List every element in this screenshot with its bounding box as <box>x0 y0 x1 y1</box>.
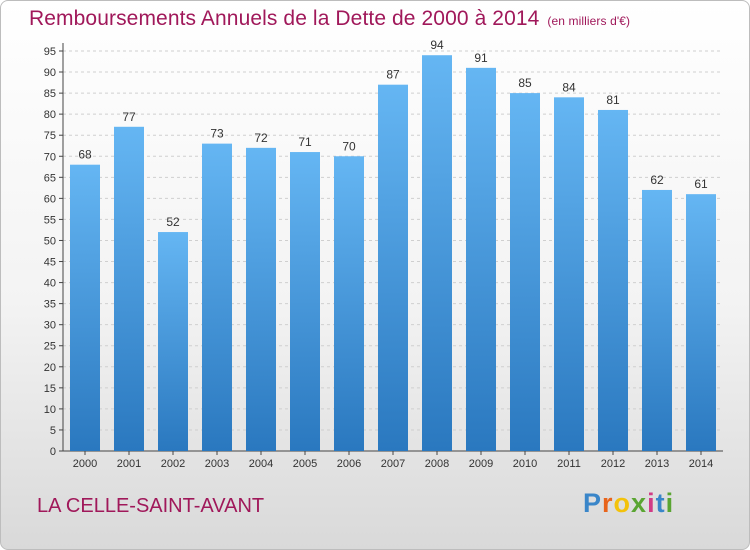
x-tick-label-2014: 2014 <box>689 458 713 470</box>
x-tick-label-2008: 2008 <box>425 458 449 470</box>
y-tick-label: 75 <box>44 130 56 142</box>
y-tick-label: 40 <box>44 278 56 290</box>
data-label-2001: 77 <box>122 110 136 124</box>
y-tick-label: 15 <box>44 383 56 395</box>
data-labels: 68 77 52 73 72 71 70 87 94 91 85 84 81 62 61 <box>78 38 708 229</box>
y-tick-label: 95 <box>44 46 56 58</box>
chart-subtitle: (en milliers d'€) <box>547 14 631 28</box>
x-tick-label-2001: 2001 <box>117 458 141 470</box>
bar-2008 <box>422 55 452 452</box>
y-tick-label: 25 <box>44 341 56 353</box>
y-tick-label: 30 <box>44 320 56 332</box>
x-tick-label-2000: 2000 <box>73 458 97 470</box>
y-axis: 0 5 10 15 20 25 30 35 40 45 50 55 60 65 70 75 80 85 90 95 <box>44 43 64 458</box>
chart-title: Remboursements Annuels de la Dette de 20… <box>29 7 630 31</box>
x-tick-label-2002: 2002 <box>161 458 185 470</box>
y-tick-label: 65 <box>44 172 56 184</box>
bars <box>70 55 716 452</box>
y-tick-label: 60 <box>44 193 56 205</box>
data-label-2003: 73 <box>210 127 224 141</box>
data-label-2011: 84 <box>562 80 576 94</box>
bar-2007 <box>378 84 408 452</box>
bar-2002 <box>158 232 188 451</box>
data-label-2000: 68 <box>78 148 92 162</box>
data-label-2008: 94 <box>430 38 444 52</box>
place-name: LA CELLE-SAINT-AVANT <box>37 495 265 517</box>
y-tick-label: 0 <box>50 446 56 458</box>
chart-title-text: Remboursements Annuels de la Dette de 20… <box>29 7 540 30</box>
bar-2004 <box>246 147 276 451</box>
x-tick-label-2005: 2005 <box>293 458 317 470</box>
bar-2000 <box>70 164 100 451</box>
y-tick-label: 70 <box>44 151 56 163</box>
y-tick-label: 55 <box>44 214 56 226</box>
x-tick-label-2011: 2011 <box>557 458 581 470</box>
bar-2005 <box>290 152 320 452</box>
bar-2011 <box>554 97 584 451</box>
data-label-2009: 91 <box>474 51 488 65</box>
y-tick-label: 85 <box>44 88 56 100</box>
bar-2010 <box>510 93 540 452</box>
x-tick-label-2007: 2007 <box>381 458 405 470</box>
x-axis: 2000 2001 2002 2003 2004 2005 2006 2007 2008 2009… <box>63 450 723 470</box>
y-tick-label: 45 <box>44 257 56 269</box>
x-tick-label-2009: 2009 <box>469 458 493 470</box>
proxiti-logo: Proxiti <box>583 488 675 518</box>
x-tick-label-2013: 2013 <box>645 458 669 470</box>
y-tick-label: 90 <box>44 67 56 79</box>
x-tick-label-2004: 2004 <box>249 458 273 470</box>
data-label-2013: 62 <box>650 173 664 187</box>
data-label-2007: 87 <box>386 68 400 82</box>
y-tick-label: 80 <box>44 109 56 121</box>
bar-2014 <box>686 194 716 451</box>
bar-2001 <box>114 126 144 451</box>
x-tick-label-2006: 2006 <box>337 458 361 470</box>
y-tick-label: 35 <box>44 299 56 311</box>
x-tick-label-2003: 2003 <box>205 458 229 470</box>
data-label-2012: 81 <box>606 93 620 107</box>
x-tick-label-2012: 2012 <box>601 458 625 470</box>
bar-2006 <box>334 156 364 451</box>
y-tick-label: 20 <box>44 362 56 374</box>
data-label-2005: 71 <box>298 135 312 149</box>
y-tick-label: 10 <box>44 404 56 416</box>
y-tick-label: 5 <box>50 425 56 437</box>
data-label-2002: 52 <box>166 215 180 229</box>
data-label-2006: 70 <box>342 139 356 153</box>
data-label-2014: 61 <box>694 177 708 191</box>
data-label-2010: 85 <box>518 76 532 90</box>
bar-2009 <box>466 67 496 451</box>
y-tick-label: 50 <box>44 235 56 247</box>
bar-2013 <box>642 189 672 451</box>
x-tick-label-2010: 2010 <box>513 458 537 470</box>
bar-2003 <box>202 143 232 451</box>
data-label-2004: 72 <box>254 131 268 145</box>
bar-2012 <box>598 109 628 452</box>
